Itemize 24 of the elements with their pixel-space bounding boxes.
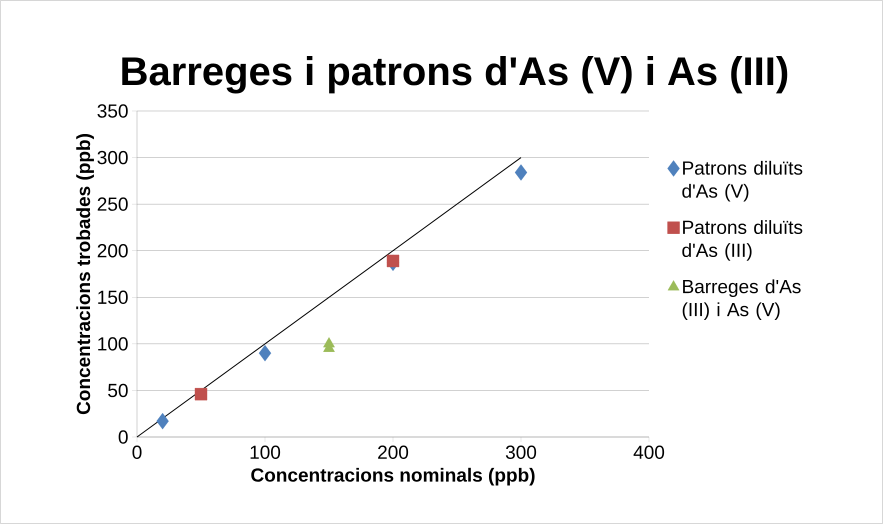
y-tick-label: 100 — [98, 337, 128, 351]
y-tick-label: 50 — [108, 384, 128, 398]
legend-label: Barreges d'As (III) i As (V) — [682, 279, 801, 320]
x-tick-label: 100 — [250, 446, 280, 459]
point — [514, 164, 528, 181]
legend-label: Patrons diluïts d'As (V) — [682, 160, 802, 202]
y-tick-label: 0 — [118, 430, 128, 444]
point — [194, 388, 208, 400]
x-tick-label: 300 — [506, 446, 536, 459]
x-axis-title: Concentracions nominals (ppb) — [251, 468, 535, 486]
y-tick-label: 250 — [98, 197, 128, 211]
legend-label: Patrons diluïts d'As (III) — [682, 220, 802, 261]
y-axis-title: Concentracions trobades (ppb) — [76, 134, 94, 414]
point — [386, 254, 400, 268]
point — [156, 412, 169, 430]
y-tick-label: 200 — [98, 244, 128, 258]
point — [258, 344, 272, 362]
chart-title: Barreges i patrons d'As (V) i As (III) — [122, 56, 788, 94]
y-tick-label: 150 — [98, 290, 128, 304]
x-tick-label: 200 — [378, 446, 408, 459]
x-tick-label: 400 — [634, 446, 664, 459]
y-tick-label: 350 — [98, 104, 128, 118]
x-tick-label: 0 — [132, 446, 142, 459]
y-tick-label: 300 — [98, 150, 128, 164]
